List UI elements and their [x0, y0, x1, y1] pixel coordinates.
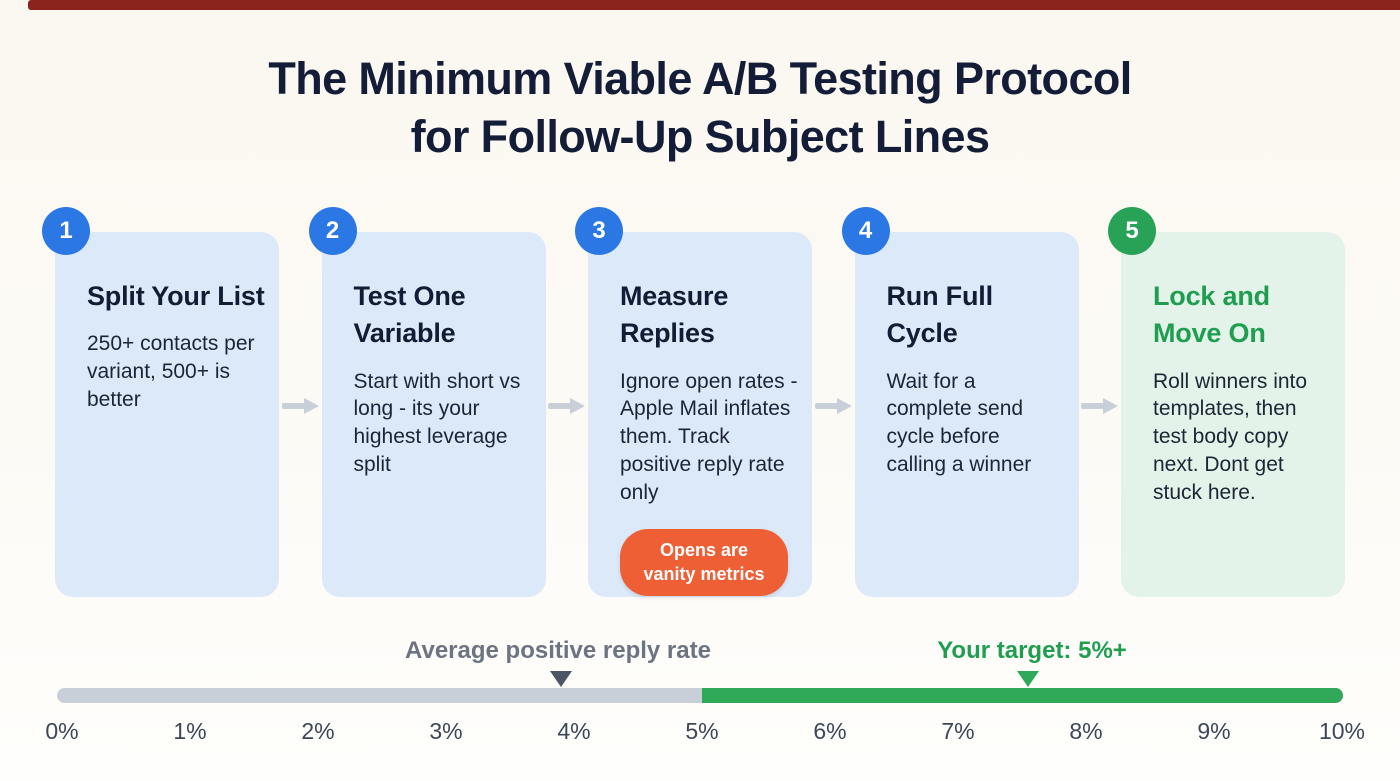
- step-title: Measure Replies: [620, 281, 729, 349]
- tick-label: 9%: [1197, 718, 1231, 744]
- average-marker-icon: [550, 671, 573, 687]
- target-marker-icon: [1017, 671, 1040, 687]
- step-body: Wait for a complete send cycle before ca…: [886, 369, 1032, 477]
- step-body: Start with short vs long - its your high…: [353, 369, 521, 477]
- step-number-badge: 2: [308, 207, 357, 255]
- tick-label: 2%: [301, 718, 335, 744]
- step-title: Split Your List: [87, 281, 265, 311]
- step-card-1: 1 Split Your List 250+ contacts per vari…: [42, 207, 279, 597]
- tick-label: 10%: [1318, 718, 1366, 744]
- step-body: 250+ contacts per variant, 500+ is bette…: [87, 332, 255, 412]
- page-title-line2: for Follow-Up Subject Lines: [410, 110, 990, 162]
- step-number-badge: 5: [1108, 207, 1156, 255]
- steps-row: 1 Split Your List 250+ contacts per vari…: [42, 207, 1345, 597]
- tick-label: 4%: [557, 718, 591, 744]
- reply-rate-scale: Average positive reply rate Your target:…: [0, 630, 1400, 781]
- right-arrow-icon: [281, 398, 319, 414]
- top-accent-strip: [28, 0, 1400, 10]
- target-label: Your target: 5%+: [937, 637, 1127, 664]
- step-body: Ignore open rates - Apple Mail inflates …: [620, 369, 798, 505]
- step-card-5: 5 Lock and Move On Roll winners into tem…: [1108, 207, 1345, 597]
- tick-label: 6%: [813, 718, 847, 744]
- step-arrow-4: [1079, 232, 1122, 597]
- step-body: Roll winners into templates, then test b…: [1153, 369, 1308, 505]
- tick-label: 5%: [685, 718, 719, 744]
- step-card-3: 3 Measure Replies Ignore open rates - Ap…: [575, 207, 812, 597]
- vanity-metrics-badge: Opens are vanity metrics: [620, 529, 788, 596]
- step-card-4: 4 Run Full Cycle Wait for a complete sen…: [841, 207, 1079, 597]
- page-title: The Minimum Viable A/B Testing Protocol …: [0, 50, 1400, 165]
- right-arrow-icon: [1081, 398, 1119, 414]
- tick-label: 7%: [941, 718, 975, 744]
- step-title: Run Full Cycle: [886, 281, 994, 349]
- step-number-badge: 4: [841, 207, 890, 255]
- tick-label: 8%: [1069, 718, 1103, 744]
- step-card-2: 2 Test One Variable Start with short vs …: [308, 207, 546, 597]
- average-reply-rate-label: Average positive reply rate: [405, 637, 711, 664]
- reply-rate-bar-fill: [702, 688, 1343, 703]
- reply-rate-bar: [57, 688, 1343, 703]
- tick-label: 0%: [45, 718, 79, 744]
- right-arrow-icon: [548, 398, 586, 414]
- step-number-badge: 3: [575, 207, 623, 255]
- tick-labels: 0% 1% 2% 3% 4% 5% 6% 7% 8% 9% 10%: [45, 718, 1365, 750]
- tick-label: 1%: [173, 718, 207, 744]
- step-arrow-1: [279, 232, 322, 597]
- step-title: Lock and Move On: [1153, 281, 1270, 349]
- step-number-badge: 1: [42, 207, 90, 255]
- right-arrow-icon: [814, 398, 852, 414]
- page-title-line1: The Minimum Viable A/B Testing Protocol: [268, 53, 1132, 104]
- step-arrow-2: [546, 232, 589, 597]
- step-arrow-3: [812, 232, 855, 597]
- tick-label: 3%: [429, 718, 463, 744]
- step-title: Test One Variable: [353, 281, 466, 349]
